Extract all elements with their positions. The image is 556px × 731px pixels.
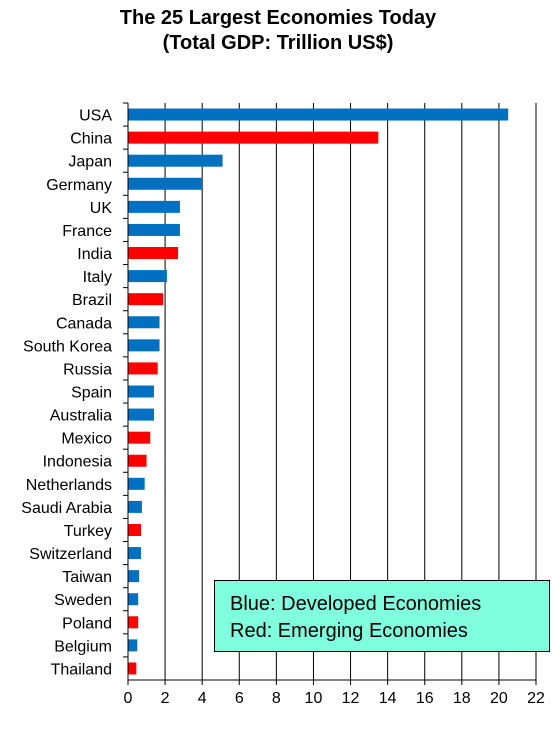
- category-label: Australia: [50, 408, 112, 425]
- bar: [128, 477, 145, 490]
- x-tick-label: 2: [161, 690, 170, 707]
- x-tick-label: 20: [490, 690, 508, 707]
- bar: [128, 547, 141, 560]
- bar: [128, 593, 139, 606]
- category-label: Taiwan: [62, 569, 112, 586]
- category-label: Brazil: [72, 292, 112, 309]
- bar-layer: [128, 108, 509, 675]
- bar: [128, 131, 379, 144]
- bar: [128, 293, 164, 306]
- bar: [128, 108, 509, 121]
- category-label: Indonesia: [43, 454, 112, 471]
- x-tick-label: 8: [272, 690, 281, 707]
- bar: [128, 662, 137, 675]
- category-label: USA: [79, 108, 112, 125]
- bar: [128, 616, 139, 629]
- category-label: Switzerland: [29, 546, 112, 563]
- category-label: Japan: [68, 154, 112, 171]
- x-tick-label: 0: [124, 690, 133, 707]
- category-label: Canada: [56, 315, 112, 332]
- bar: [128, 454, 147, 467]
- legend-line-emerging: Red: Emerging Economies: [230, 620, 468, 642]
- bar: [128, 247, 179, 260]
- x-tick-label: 14: [379, 690, 397, 707]
- bar: [128, 408, 154, 421]
- legend-box: Blue: Developed Economies Red: Emerging …: [214, 580, 550, 652]
- category-label: Netherlands: [26, 477, 112, 494]
- category-label: Saudi Arabia: [21, 500, 112, 517]
- bar: [128, 177, 203, 190]
- axis-layer: [123, 102, 537, 685]
- bar: [128, 270, 167, 283]
- bar: [128, 500, 142, 513]
- x-tick-label: 22: [527, 690, 545, 707]
- category-label: South Korea: [23, 338, 112, 355]
- bar: [128, 223, 180, 236]
- x-tick-label: 18: [453, 690, 471, 707]
- chart-subtitle: (Total GDP: Trillion US$): [162, 32, 394, 54]
- category-label: Germany: [46, 177, 112, 194]
- bar: [128, 523, 141, 536]
- bar: [128, 362, 158, 375]
- bar: [128, 154, 223, 167]
- x-tick-label: 16: [416, 690, 434, 707]
- category-label: Sweden: [54, 592, 112, 609]
- category-label: Spain: [71, 385, 112, 402]
- x-tick-label: 6: [235, 690, 244, 707]
- category-label: Mexico: [61, 431, 112, 448]
- category-labels: USA China Japan Germany UK France India Italy Br…: [21, 108, 112, 679]
- category-label: Belgium: [54, 638, 112, 655]
- chart-title: The 25 Largest Economies Today: [119, 7, 437, 29]
- category-label: Russia: [63, 361, 112, 378]
- bar: [128, 570, 140, 583]
- bar: [128, 639, 138, 652]
- x-tick-label: 10: [305, 690, 323, 707]
- bar: [128, 339, 160, 352]
- category-label: UK: [90, 200, 113, 217]
- category-label: France: [62, 223, 112, 240]
- category-label: Thailand: [51, 661, 112, 678]
- category-label: Italy: [83, 269, 112, 286]
- category-label: Turkey: [64, 523, 112, 540]
- bar: [128, 385, 154, 398]
- x-tick-label: 4: [198, 690, 207, 707]
- bar: [128, 200, 180, 213]
- bar: [128, 316, 160, 329]
- category-label: China: [70, 131, 112, 148]
- bar: [128, 431, 151, 444]
- x-tick-label: 12: [342, 690, 360, 707]
- category-label: India: [77, 246, 112, 263]
- chart-title-block: The 25 Largest Economies Today (Total GD…: [0, 6, 556, 56]
- legend-line-developed: Blue: Developed Economies: [230, 593, 482, 615]
- x-tick-labels: 0 2 4 6 8 10 12 14 16 18 20 22: [124, 690, 545, 707]
- category-label: Poland: [62, 615, 112, 632]
